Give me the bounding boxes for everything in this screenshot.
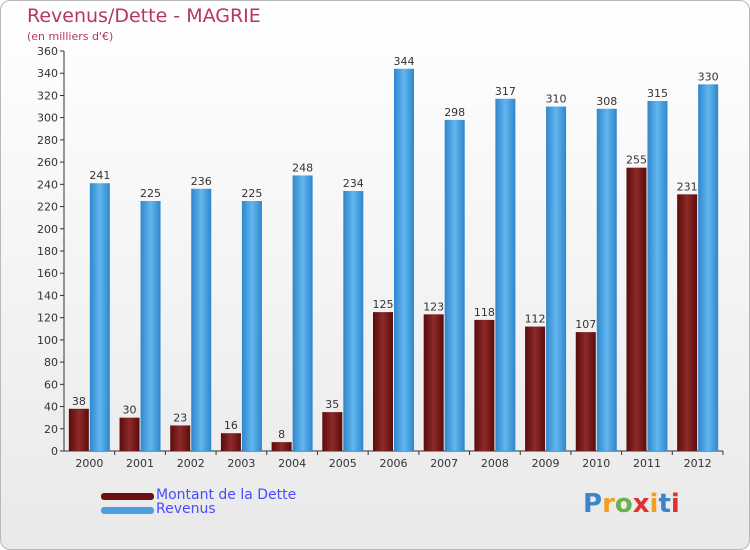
x-tick-label: 2007 (430, 457, 458, 470)
bar-revenus-2002 (191, 188, 212, 451)
data-label-dette-2006: 125 (373, 298, 394, 311)
data-label-revenus-2005: 234 (343, 177, 364, 190)
y-tick-label: 40 (44, 401, 58, 414)
y-tick-label: 120 (37, 312, 58, 325)
legend-label-revenus: Revenus (156, 501, 216, 517)
bar-dette-2009 (525, 326, 546, 451)
x-tick-label: 2011 (633, 457, 661, 470)
data-label-revenus-2003: 225 (241, 187, 262, 200)
data-label-dette-2010: 107 (575, 318, 596, 331)
data-label-dette-2012: 231 (677, 180, 698, 193)
bar-dette-2007 (423, 314, 444, 451)
x-tick-label: 2000 (75, 457, 103, 470)
y-tick-label: 140 (37, 289, 58, 302)
x-tick-label: 2006 (380, 457, 408, 470)
y-tick-label: 100 (37, 334, 58, 347)
data-label-revenus-2006: 344 (394, 55, 415, 68)
bar-dette-2012 (677, 194, 698, 452)
bar-revenus-2012 (698, 84, 719, 451)
x-tick-label: 2005 (329, 457, 357, 470)
data-label-revenus-2008: 317 (495, 85, 516, 98)
x-tick-label: 2002 (177, 457, 205, 470)
y-tick-label: 320 (37, 89, 58, 102)
data-label-revenus-2000: 241 (89, 169, 110, 182)
y-tick-label: 20 (44, 423, 58, 436)
bar-dette-2001 (119, 417, 140, 451)
chart-title: Revenus/Dette - MAGRIE (27, 5, 261, 27)
chart-subtitle: (en milliers d'€) (27, 30, 114, 43)
bar-dette-2011 (626, 167, 647, 451)
legend-swatch-revenus (101, 507, 154, 514)
bar-dette-2008 (474, 319, 495, 451)
bar-dette-2010 (575, 332, 596, 451)
bar-revenus-2004 (292, 175, 313, 451)
bar-dette-2003 (220, 433, 241, 451)
bar-revenus-2007 (444, 119, 465, 451)
bar-revenus-2000 (89, 183, 110, 451)
legend-label-dette: Montant de la Dette (156, 487, 297, 503)
y-tick-label: 240 (37, 178, 58, 191)
data-label-dette-2007: 123 (423, 300, 444, 313)
data-label-revenus-2007: 298 (444, 106, 465, 119)
y-tick-label: 80 (44, 356, 58, 369)
bar-revenus-2005 (343, 191, 364, 451)
proxiti-logo: Proxiti (583, 489, 680, 519)
y-tick-label: 200 (37, 223, 58, 236)
y-tick-label: 280 (37, 134, 58, 147)
x-tick-label: 2001 (126, 457, 154, 470)
bar-revenus-2001 (140, 201, 161, 451)
y-tick-label: 160 (37, 267, 58, 280)
bar-dette-2006 (373, 312, 393, 451)
y-tick-label: 60 (44, 378, 58, 391)
bar-dette-2005 (322, 412, 343, 451)
data-label-revenus-2001: 225 (140, 187, 161, 200)
data-label-dette-2003: 16 (224, 419, 238, 432)
y-tick-label: 260 (37, 156, 58, 169)
data-label-revenus-2009: 310 (546, 93, 567, 106)
x-tick-label: 2003 (227, 457, 255, 470)
data-label-dette-2002: 23 (173, 411, 187, 424)
data-label-revenus-2010: 308 (596, 95, 617, 108)
x-tick-label: 2009 (532, 457, 560, 470)
bar-revenus-2006 (394, 68, 414, 452)
y-tick-label: 220 (37, 201, 58, 214)
bar-dette-2000 (68, 408, 89, 451)
x-tick-label: 2010 (582, 457, 610, 470)
y-tick-label: 360 (37, 45, 58, 58)
data-label-revenus-2012: 330 (698, 70, 719, 83)
bar-revenus-2003 (241, 201, 262, 451)
data-label-dette-2005: 35 (325, 398, 339, 411)
data-label-dette-2008: 118 (474, 306, 495, 319)
bar-dette-2002 (170, 425, 191, 451)
bar-revenus-2008 (495, 98, 516, 452)
legend-swatch-dette (101, 493, 154, 500)
y-tick-label: 300 (37, 112, 58, 125)
data-label-dette-2000: 38 (72, 395, 86, 408)
y-tick-label: 340 (37, 67, 58, 80)
bar-revenus-2011 (647, 101, 668, 451)
bar-dette-2004 (271, 442, 292, 451)
x-tick-label: 2012 (684, 457, 712, 470)
x-tick-label: 2008 (481, 457, 509, 470)
data-label-revenus-2011: 315 (647, 87, 668, 100)
data-label-dette-2001: 30 (123, 404, 137, 417)
y-tick-label: 0 (51, 445, 58, 458)
data-label-revenus-2002: 236 (191, 175, 212, 188)
data-label-dette-2004: 8 (278, 428, 285, 441)
y-tick-label: 180 (37, 245, 58, 258)
x-tick-label: 2004 (278, 457, 306, 470)
data-label-revenus-2004: 248 (292, 161, 313, 174)
bar-revenus-2009 (546, 106, 567, 452)
data-label-dette-2009: 112 (525, 313, 546, 326)
data-label-dette-2011: 255 (626, 154, 647, 167)
bar-revenus-2010 (596, 108, 617, 452)
